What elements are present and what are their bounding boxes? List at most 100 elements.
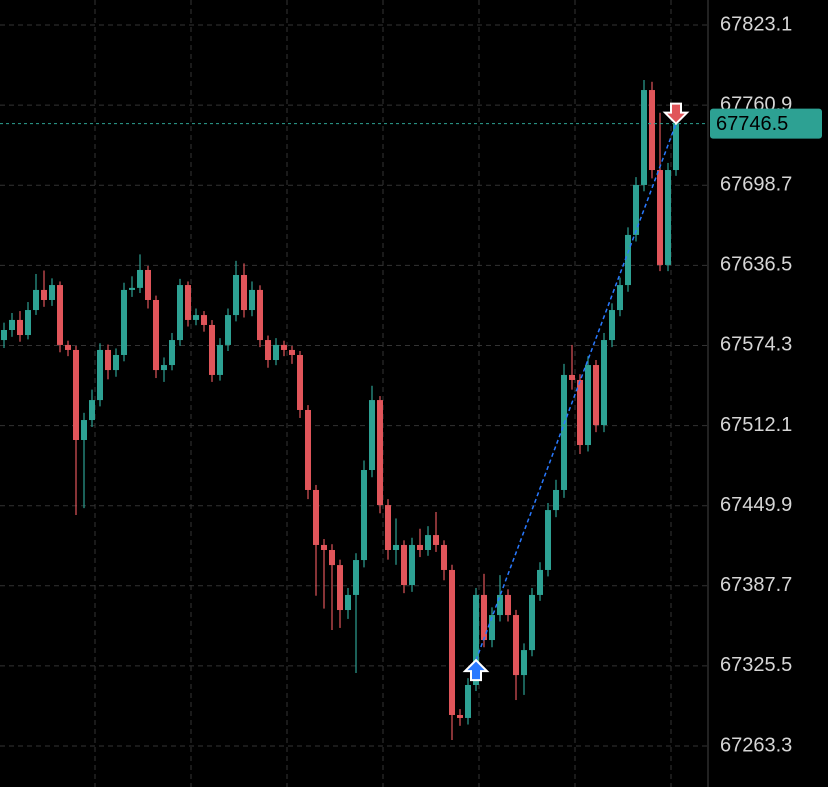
candle-body bbox=[585, 365, 591, 446]
candle-body bbox=[225, 315, 231, 345]
y-tick-label: 67574.3 bbox=[720, 334, 792, 356]
y-tick-label: 67325.5 bbox=[720, 654, 792, 676]
candle-body bbox=[369, 400, 375, 471]
candle-body bbox=[561, 374, 567, 490]
candle-body bbox=[481, 594, 487, 641]
candle-body bbox=[305, 409, 311, 490]
candle-body bbox=[521, 650, 527, 676]
candle-body bbox=[201, 315, 207, 325]
candle-body bbox=[417, 544, 423, 550]
candle-body bbox=[281, 344, 287, 350]
candle-body bbox=[489, 615, 495, 641]
candle-body bbox=[33, 289, 39, 311]
candle-body bbox=[217, 344, 223, 375]
candle-body bbox=[665, 170, 671, 265]
candle-body bbox=[425, 535, 431, 550]
candle-body bbox=[385, 505, 391, 550]
candle-body bbox=[57, 285, 63, 345]
candle-body bbox=[513, 615, 519, 676]
candle-body bbox=[473, 594, 479, 685]
candle-body bbox=[577, 379, 583, 446]
y-tick-label: 67512.1 bbox=[720, 414, 792, 436]
candle-body bbox=[601, 340, 607, 426]
candle-body bbox=[105, 349, 111, 371]
candle-body bbox=[241, 274, 247, 311]
candle-body bbox=[545, 510, 551, 570]
candle-body bbox=[297, 354, 303, 410]
candle-body bbox=[209, 324, 215, 375]
y-tick-label: 67263.3 bbox=[720, 734, 792, 756]
candle-body bbox=[569, 374, 575, 380]
trade-arrow bbox=[662, 102, 690, 126]
candle-body bbox=[537, 569, 543, 595]
candle-body bbox=[441, 544, 447, 570]
candle-body bbox=[81, 420, 87, 440]
candle-body bbox=[289, 349, 295, 355]
y-tick-label: 67636.5 bbox=[720, 254, 792, 276]
candle-body bbox=[265, 340, 271, 361]
candle-body bbox=[457, 714, 463, 718]
candle-body bbox=[321, 544, 327, 550]
candle-body bbox=[617, 285, 623, 311]
candle-body bbox=[97, 349, 103, 401]
candle-body bbox=[641, 90, 647, 185]
last-price-box bbox=[710, 108, 822, 139]
y-tick-label: 67387.7 bbox=[720, 574, 792, 596]
candle-body bbox=[25, 310, 31, 336]
candle-body bbox=[553, 489, 559, 511]
y-tick-label: 67449.9 bbox=[720, 494, 792, 516]
candle-body bbox=[345, 594, 351, 611]
candle-body bbox=[65, 344, 71, 350]
candle-body bbox=[273, 344, 279, 361]
candle-body bbox=[649, 90, 655, 171]
candle-body bbox=[529, 594, 535, 651]
candle-body bbox=[593, 365, 599, 426]
candle-body bbox=[169, 340, 175, 366]
candle-body bbox=[41, 289, 47, 300]
candle-body bbox=[17, 319, 23, 336]
candle-body bbox=[145, 269, 151, 300]
candle-body bbox=[353, 560, 359, 595]
candle-body bbox=[625, 234, 631, 286]
candle-body bbox=[361, 470, 367, 561]
candle-body bbox=[249, 289, 255, 311]
candle-body bbox=[137, 269, 143, 288]
y-tick-label: 67823.1 bbox=[720, 13, 792, 35]
candle-body bbox=[193, 315, 199, 320]
candle-body bbox=[497, 594, 503, 616]
candle-body bbox=[153, 299, 159, 371]
candle-body bbox=[113, 354, 119, 371]
y-tick-label: 67698.7 bbox=[720, 174, 792, 196]
trade-arrow bbox=[462, 658, 490, 682]
candle-body bbox=[73, 349, 79, 440]
candle-body bbox=[177, 285, 183, 341]
candle-body bbox=[313, 489, 319, 545]
candle-body bbox=[49, 285, 55, 300]
candle-body bbox=[121, 289, 127, 355]
candle-body bbox=[129, 287, 135, 290]
candle-body bbox=[657, 170, 663, 265]
candle-body bbox=[393, 544, 399, 550]
candle-body bbox=[401, 544, 407, 586]
candle-body bbox=[161, 365, 167, 371]
candle-body bbox=[185, 285, 191, 320]
candle-body bbox=[89, 400, 95, 421]
candle-body bbox=[9, 319, 15, 330]
candle-body bbox=[409, 544, 415, 586]
candle-body bbox=[233, 274, 239, 316]
candle-body bbox=[257, 289, 263, 341]
candle-body bbox=[337, 565, 343, 611]
trade-line bbox=[475, 123, 677, 661]
candle-body bbox=[329, 549, 335, 566]
candle-body bbox=[609, 310, 615, 341]
candle-body bbox=[449, 569, 455, 715]
candle-body bbox=[465, 684, 471, 718]
candle-body bbox=[505, 594, 511, 616]
candle-body bbox=[673, 123, 679, 171]
candle-body bbox=[377, 400, 383, 506]
candle-body bbox=[633, 184, 639, 235]
candle-body bbox=[1, 329, 7, 341]
candle-body bbox=[433, 535, 439, 545]
